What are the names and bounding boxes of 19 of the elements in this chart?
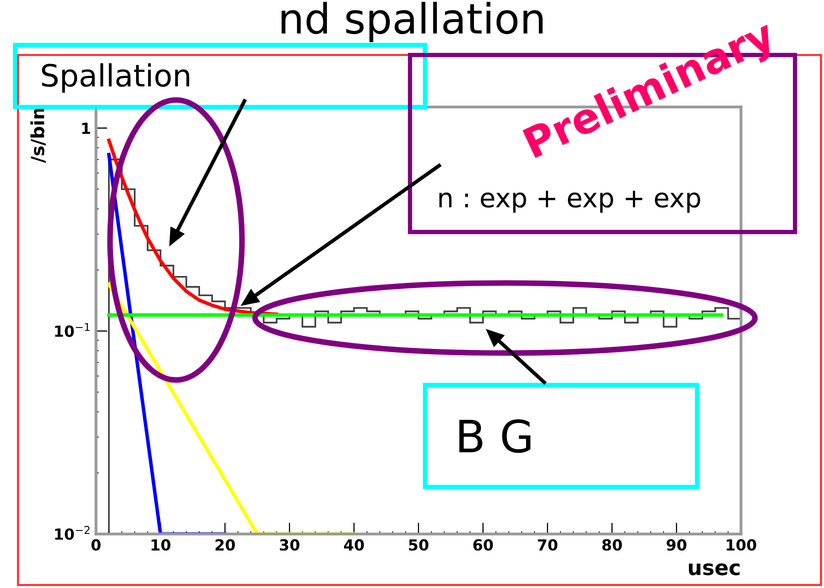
x-tick-label: 20 bbox=[216, 539, 235, 551]
y-tick-label: 10$^{−1}$ bbox=[55, 323, 90, 337]
x-tick-label: 10 bbox=[152, 539, 170, 551]
x-tick-label: 70 bbox=[538, 539, 558, 551]
y-tick-label: 1 bbox=[82, 122, 90, 134]
x-tick-label: 50 bbox=[409, 539, 428, 551]
annotation: B G bbox=[459, 419, 530, 453]
x-tick-label: 60 bbox=[473, 539, 493, 551]
x-axis-title: usec bbox=[688, 563, 740, 576]
x-tick-label: 80 bbox=[602, 539, 622, 551]
text: Spallation bbox=[42, 63, 190, 93]
x-tick-label: 30 bbox=[280, 539, 300, 551]
x-tick-label: 90 bbox=[666, 539, 686, 551]
y-axis-title: /s/bin bbox=[30, 108, 46, 163]
y-tick-label: 10$^{−2}$ bbox=[55, 526, 90, 540]
annotation: n : exp + exp + exp bbox=[439, 190, 700, 213]
x-tick-label: 40 bbox=[344, 539, 364, 551]
x-tick-label: 0 bbox=[91, 539, 101, 551]
x-tick-label: 100 bbox=[726, 539, 756, 551]
